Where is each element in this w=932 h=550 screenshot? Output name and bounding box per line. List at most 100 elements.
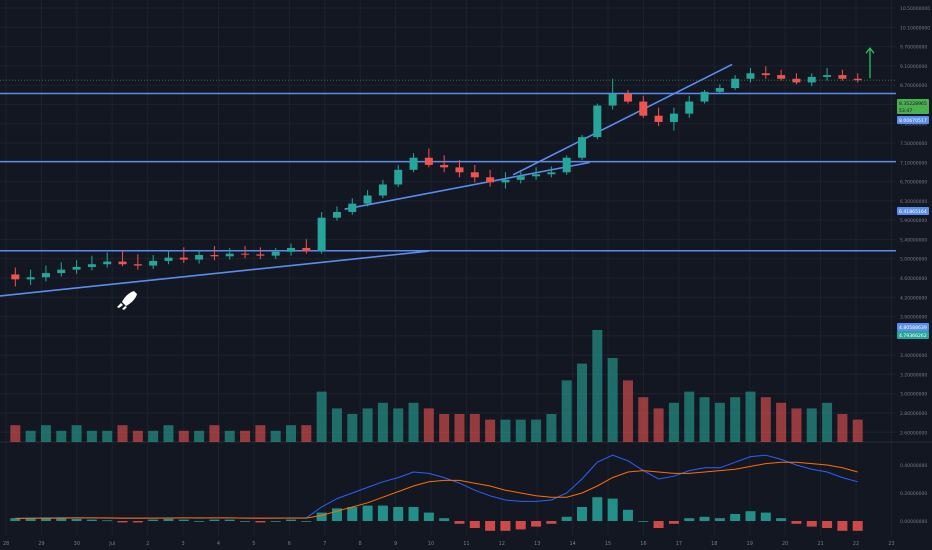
volume-bar: [745, 391, 756, 442]
candle-body: [715, 88, 724, 92]
candle-body: [409, 157, 418, 170]
trendline[interactable]: [344, 161, 590, 210]
date-tick-label: 5: [252, 541, 255, 547]
volume-bar: [592, 330, 603, 442]
price-label-box: [897, 99, 929, 107]
volume-bar: [531, 419, 542, 442]
date-tick-label: 9: [394, 541, 397, 547]
candle-body: [470, 172, 479, 178]
price-tick-label: 7.90000000: [900, 122, 927, 128]
candle-body: [133, 264, 142, 266]
volume-bar: [653, 408, 664, 442]
date-tick-label: 28: [3, 541, 9, 547]
macd-hist-bar: [270, 521, 281, 522]
candle-body: [225, 253, 234, 257]
price-tick-label: 6.70000000: [900, 180, 927, 186]
candle-body: [195, 255, 204, 260]
macd-hist-bar: [86, 519, 97, 521]
date-tick-label: 19: [747, 541, 753, 547]
macd-line: [15, 454, 858, 519]
date-tick-label: 21: [817, 541, 823, 547]
price-tick-label: 7.10000000: [900, 160, 927, 166]
date-tick-label: 4: [217, 541, 220, 547]
candle-body: [378, 184, 387, 196]
price-label-text: 6.41865164: [899, 209, 927, 215]
candle-body: [210, 255, 219, 257]
candle-body: [685, 101, 694, 114]
date-tick-label: 2: [146, 541, 149, 547]
volume-bar: [25, 430, 36, 442]
candle-body: [516, 176, 525, 180]
volume-bar: [240, 430, 251, 442]
volume-bar: [132, 430, 143, 442]
macd-hist-bar: [622, 509, 633, 521]
candle-body: [241, 253, 250, 255]
candle-body: [363, 195, 372, 204]
volume-bar: [163, 425, 174, 442]
macd-hist-bar: [776, 518, 787, 521]
date-tick-label: 20: [782, 541, 788, 547]
price-label-text: 53:47: [899, 108, 912, 114]
volume-bar: [607, 358, 618, 442]
trendline[interactable]: [512, 63, 733, 176]
macd-hist-bar: [255, 521, 266, 523]
volume-bar: [822, 402, 833, 442]
macd-hist-bar: [684, 518, 695, 521]
volume-bar: [760, 397, 771, 442]
macd-hist-bar: [209, 519, 220, 521]
price-tick-label: 10.10000000: [900, 25, 930, 31]
volume-bar: [117, 425, 128, 442]
volume-bar: [638, 397, 649, 442]
candle-body: [761, 73, 770, 76]
volume-bar: [515, 419, 526, 442]
price-label-text: 8.35228965: [899, 101, 927, 107]
date-tick-label: 29: [38, 541, 44, 547]
macd-hist-bar: [592, 497, 603, 521]
macd-hist-bar: [439, 518, 450, 521]
macd-hist-bar: [194, 521, 205, 522]
macd-hist-bar: [301, 521, 312, 522]
signal-line: [15, 461, 858, 519]
volume-bar: [393, 408, 404, 442]
candle-body: [26, 277, 35, 280]
macd-hist-bar: [745, 511, 756, 521]
macd-hist-bar: [240, 521, 251, 522]
volume-bar: [178, 430, 189, 442]
macd-hist-bar: [102, 520, 113, 522]
date-tick-label: 23: [888, 541, 894, 547]
volume-bar: [577, 363, 588, 442]
price-label-box: [897, 116, 929, 124]
candle-body: [41, 273, 50, 278]
trendline[interactable]: [0, 250, 429, 297]
date-tick-label: 3: [181, 541, 184, 547]
price-label-text: 8.00670517: [899, 118, 927, 124]
price-label-box: [897, 331, 929, 339]
date-tick-label: 18: [711, 541, 717, 547]
volume-bar: [622, 380, 633, 442]
date-tick-label: 22: [853, 541, 859, 547]
price-tick-label: 5.00000000: [900, 257, 927, 263]
rocket-icon: [117, 291, 137, 310]
macd-hist-bar: [546, 521, 557, 524]
volume-bar: [224, 430, 235, 442]
macd-hist-bar: [699, 516, 710, 521]
macd-hist-bar: [347, 507, 358, 521]
date-tick-label: 15: [605, 541, 611, 547]
volume-bar: [699, 397, 710, 442]
volume-bar: [469, 414, 480, 442]
volume-bar: [316, 391, 327, 442]
candle-body: [394, 169, 403, 185]
candle-body: [348, 203, 357, 213]
macd-hist-bar: [40, 517, 51, 521]
macd-hist-bar: [178, 519, 189, 521]
date-tick-label: 12: [499, 541, 505, 547]
macd-hist-bar: [791, 521, 802, 524]
volume-bar: [148, 430, 159, 442]
volume-bar: [730, 397, 741, 442]
date-tick-label: 7: [323, 541, 326, 547]
volume-bar: [56, 430, 67, 442]
price-tick-label: 3.40000000: [900, 353, 927, 359]
date-tick-label: Jul: [108, 541, 115, 547]
macd-hist-bar: [163, 518, 174, 521]
